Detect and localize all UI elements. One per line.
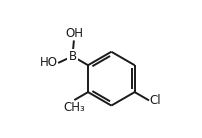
Text: CH₃: CH₃ [63,101,85,114]
Text: B: B [68,50,77,63]
Text: OH: OH [65,27,83,40]
Text: Cl: Cl [150,94,161,107]
Text: HO: HO [39,56,57,69]
